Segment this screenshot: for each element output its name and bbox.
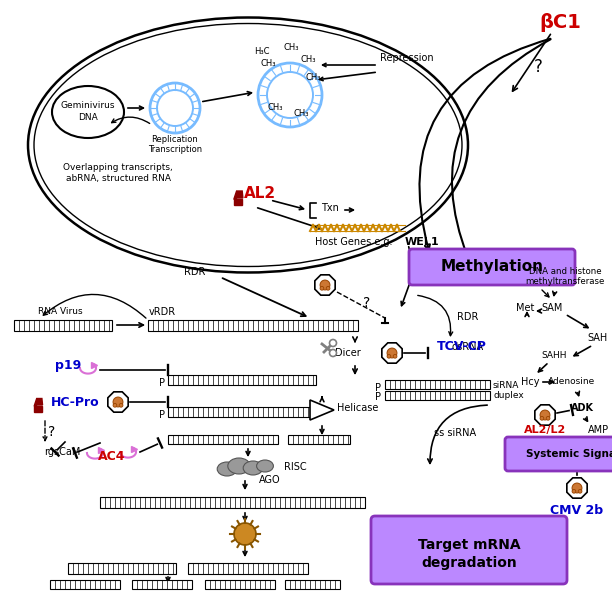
- Bar: [148, 320, 358, 331]
- Ellipse shape: [52, 86, 124, 138]
- Text: P: P: [375, 383, 381, 393]
- Text: methyltransferase: methyltransferase: [525, 277, 605, 286]
- Text: AMP: AMP: [588, 425, 608, 435]
- Text: CH₃: CH₃: [300, 56, 316, 65]
- Polygon shape: [315, 275, 335, 295]
- Text: p19: p19: [55, 358, 81, 371]
- Circle shape: [547, 416, 550, 420]
- Bar: [50, 580, 120, 589]
- Text: SAH: SAH: [587, 333, 607, 343]
- Bar: [132, 580, 192, 589]
- Circle shape: [234, 523, 256, 545]
- Text: Overlapping transcripts,: Overlapping transcripts,: [63, 164, 173, 173]
- Text: ?: ?: [48, 425, 56, 439]
- Circle shape: [320, 286, 324, 290]
- Circle shape: [578, 489, 582, 493]
- Ellipse shape: [243, 461, 263, 475]
- Circle shape: [387, 355, 391, 358]
- Text: AL2/L2: AL2/L2: [524, 425, 566, 435]
- Text: HC-Pro: HC-Pro: [51, 395, 99, 409]
- Text: P: P: [375, 392, 381, 402]
- Text: WEL1: WEL1: [405, 237, 439, 247]
- Text: AGO: AGO: [259, 475, 281, 485]
- FancyBboxPatch shape: [505, 437, 612, 471]
- Polygon shape: [34, 406, 42, 412]
- Text: Met: Met: [516, 303, 534, 313]
- Text: Replication: Replication: [152, 135, 198, 144]
- Text: CH₃: CH₃: [260, 59, 276, 68]
- Text: CH₃: CH₃: [305, 74, 321, 83]
- Text: CH₃: CH₃: [267, 104, 283, 113]
- FancyBboxPatch shape: [371, 516, 567, 584]
- Text: Methylation: Methylation: [441, 259, 543, 274]
- Text: Txn: Txn: [321, 203, 339, 213]
- Text: siRNA: siRNA: [493, 380, 520, 389]
- Text: ss siRNA: ss siRNA: [434, 428, 476, 438]
- Text: AL2: AL2: [244, 186, 276, 201]
- Bar: [205, 580, 275, 589]
- Text: P: P: [159, 410, 165, 420]
- Text: duplex: duplex: [493, 392, 524, 401]
- Circle shape: [540, 410, 550, 420]
- Text: SAM: SAM: [541, 303, 562, 313]
- Circle shape: [393, 355, 397, 358]
- Text: Target mRNA: Target mRNA: [417, 538, 520, 552]
- Circle shape: [387, 348, 397, 358]
- Text: CH₃: CH₃: [293, 108, 308, 117]
- Ellipse shape: [217, 462, 237, 476]
- Text: RNA Virus: RNA Virus: [38, 307, 83, 316]
- Text: CH₃: CH₃: [283, 44, 299, 53]
- Text: DNA and histone: DNA and histone: [529, 268, 602, 277]
- Text: rgsCaM: rgsCaM: [44, 447, 80, 457]
- Text: Host Genes e.g.: Host Genes e.g.: [315, 237, 392, 247]
- Text: CMV 2b: CMV 2b: [550, 504, 603, 516]
- Bar: [285, 580, 340, 589]
- Polygon shape: [382, 343, 402, 363]
- Text: ?: ?: [364, 296, 371, 310]
- Bar: [188, 563, 308, 574]
- Polygon shape: [234, 191, 243, 199]
- Bar: [14, 320, 112, 331]
- Bar: [385, 391, 490, 400]
- Circle shape: [329, 340, 337, 346]
- Text: degradation: degradation: [421, 556, 517, 570]
- Polygon shape: [310, 400, 334, 420]
- Circle shape: [113, 397, 123, 407]
- Ellipse shape: [228, 458, 250, 474]
- Text: abRNA, structured RNA: abRNA, structured RNA: [65, 174, 171, 183]
- Text: DNA: DNA: [78, 113, 98, 122]
- Text: Repression: Repression: [380, 53, 434, 63]
- Circle shape: [572, 483, 582, 493]
- Text: Transcription: Transcription: [148, 146, 202, 155]
- Bar: [68, 563, 176, 574]
- Text: AC4: AC4: [99, 450, 125, 464]
- Text: H₃C: H₃C: [254, 47, 270, 56]
- Polygon shape: [535, 405, 555, 425]
- Text: Hcy: Hcy: [521, 377, 539, 387]
- Bar: [168, 375, 316, 385]
- Text: ADK: ADK: [570, 403, 594, 413]
- Bar: [288, 435, 350, 444]
- Text: TCV-CP: TCV-CP: [437, 340, 487, 353]
- Text: Helicase: Helicase: [337, 403, 379, 413]
- Bar: [168, 407, 316, 417]
- Circle shape: [119, 404, 123, 407]
- Circle shape: [540, 416, 544, 420]
- Circle shape: [572, 489, 576, 493]
- Polygon shape: [234, 199, 242, 205]
- Text: SAHH: SAHH: [541, 350, 567, 359]
- Text: Dicer: Dicer: [335, 348, 361, 358]
- FancyBboxPatch shape: [409, 249, 575, 285]
- Polygon shape: [567, 478, 587, 498]
- Text: vRDR: vRDR: [149, 307, 176, 317]
- Bar: [385, 380, 490, 389]
- Text: RISC: RISC: [284, 462, 307, 472]
- Text: ?: ?: [534, 58, 542, 76]
- Text: RDR: RDR: [184, 267, 206, 277]
- Circle shape: [113, 404, 117, 407]
- Text: βC1: βC1: [539, 13, 581, 32]
- Bar: [168, 435, 278, 444]
- Circle shape: [326, 286, 330, 290]
- Polygon shape: [108, 392, 128, 412]
